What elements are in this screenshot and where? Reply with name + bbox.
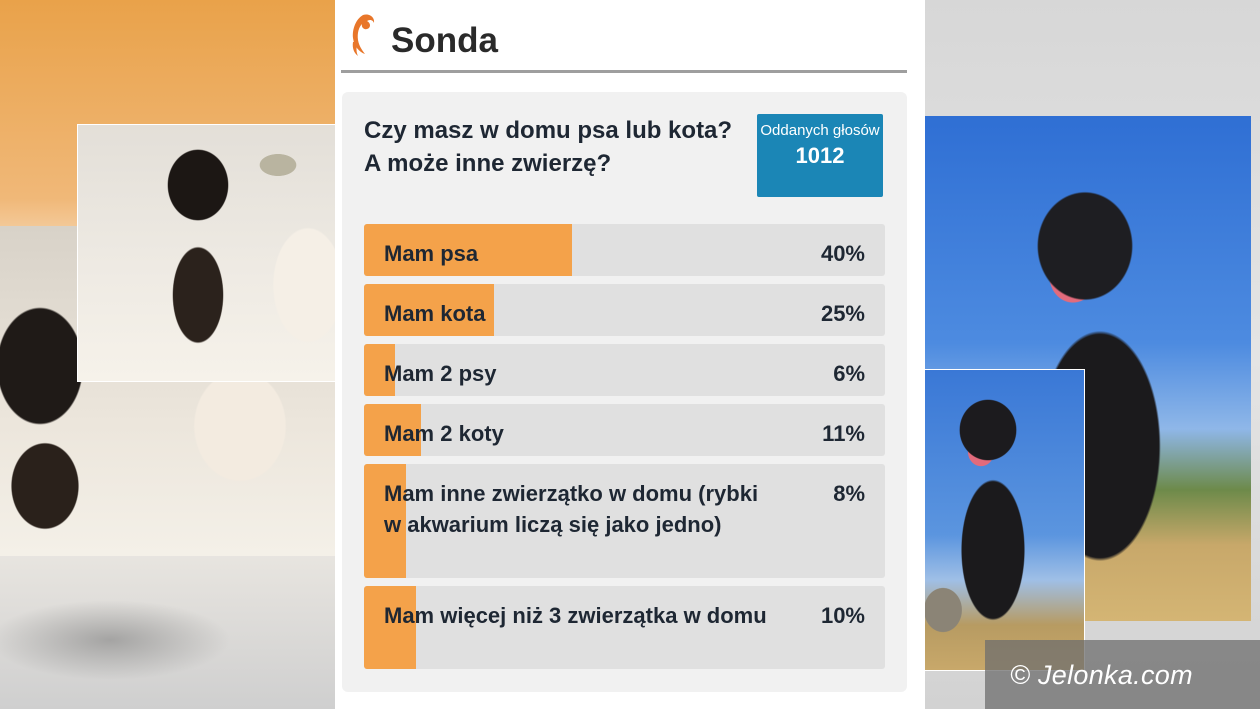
orange-deer-logo-icon <box>352 14 375 56</box>
poll-option-mam-inne-zwierzatko[interactable]: Mam inne zwierzątko w domu (rybki w akwa… <box>364 464 885 578</box>
votes-label: Oddanych głosów <box>760 122 880 139</box>
option-percent: 25% <box>820 301 865 326</box>
poll-question: Czy masz w domu psa lub kota? A może inn… <box>364 117 733 177</box>
poll-header: Sonda <box>341 8 907 73</box>
copyright-text: © Jelonka.com <box>1010 660 1193 690</box>
chihuahua-photo-small <box>77 124 355 382</box>
option-percent: 11% <box>822 421 865 446</box>
option-label: Mam więcej niż 3 zwierzątka w domu <box>384 603 767 628</box>
poll-option-mam-kota[interactable]: Mam kota 25% <box>364 284 885 336</box>
option-result-bar <box>364 404 422 456</box>
option-result-bar <box>364 464 406 578</box>
option-label: Mam 2 koty <box>384 421 504 446</box>
copyright-band <box>985 640 1260 709</box>
option-percent: 10% <box>820 603 865 628</box>
option-label: Mam 2 psy <box>384 361 497 386</box>
poll-option-mam-2-koty[interactable]: Mam 2 koty 11% <box>364 404 885 456</box>
option-label: Mam psa <box>384 241 479 266</box>
option-label: Mam inne zwierzątko w domu (rybki w akwa… <box>384 481 759 537</box>
option-result-bar <box>364 224 573 276</box>
poll-widget: Sonda Czy masz w domu psa lub kota? A mo… <box>335 0 925 709</box>
votes-badge: Oddanych głosów 1012 <box>757 114 883 197</box>
option-result-bar <box>364 586 417 669</box>
option-result-bar <box>364 344 396 396</box>
option-percent: 8% <box>833 481 865 506</box>
option-label: Mam kota <box>384 301 486 326</box>
option-result-bar <box>364 284 495 336</box>
option-percent: 40% <box>820 241 865 266</box>
poll-card: Czy masz w domu psa lub kota? A może inn… <box>342 92 907 692</box>
poll-title: Sonda <box>391 21 498 60</box>
option-percent: 6% <box>833 361 865 386</box>
poll-option-mam-2-psy[interactable]: Mam 2 psy 6% <box>364 344 885 396</box>
poll-option-mam-wiecej-niz-3[interactable]: Mam więcej niż 3 zwierzątka w domu 10% <box>364 586 885 669</box>
poll-option-mam-psa[interactable]: Mam psa 40% <box>364 224 885 276</box>
votes-count: 1012 <box>795 143 845 168</box>
